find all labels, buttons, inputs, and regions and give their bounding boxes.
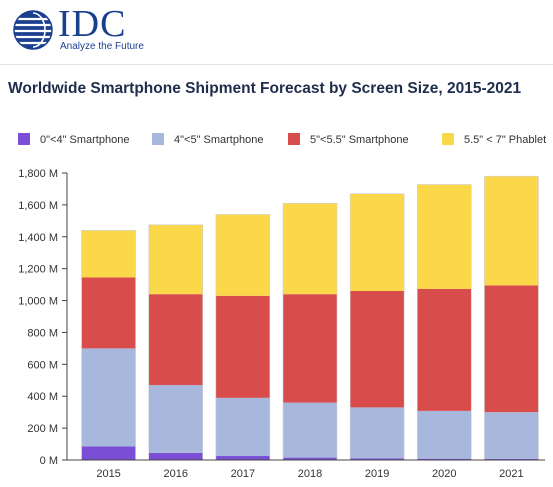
bar-segment [148,224,203,295]
x-tick-label: 2017 [231,468,255,480]
header: IDC Analyze the Future [0,0,553,60]
chart-title: Worldwide Smartphone Shipment Forecast b… [8,80,522,97]
legend-swatch [288,133,300,145]
x-tick-label: 2016 [163,468,187,480]
bar-segment [283,402,337,458]
bar-segment [215,397,270,457]
bar-segment [215,456,270,460]
bar-segment [81,446,136,460]
bar-segment [81,277,136,349]
y-axis: 0 M 200 M 400 M 600 M 800 M 1,000 M 1,200 M 1,4… [18,168,68,467]
bar-segment [283,203,337,295]
x-axis: 2015 2016 2017 2018 2019 2020 2021 [67,459,545,480]
bar-segment [350,458,405,460]
bar-segment [215,295,270,398]
bar-segment [350,407,405,459]
x-tick-label: 2021 [499,468,523,480]
bar-segment [417,410,472,459]
stacked-bar-chart: 0"<4" Smartphone 4"<5" Smartphone 5"<5.5" … [18,133,546,480]
y-tick-label: 1,800 M [18,168,58,180]
bar-segment [81,348,136,447]
y-tick-label: 1,600 M [18,200,58,212]
legend: 0"<4" Smartphone 4"<5" Smartphone 5"<5.5" … [18,133,546,146]
y-tick-label: 200 M [27,423,58,435]
y-tick-label: 1,200 M [18,264,58,276]
bar-segment [350,290,405,408]
y-tick-label: 800 M [27,327,58,339]
y-tick-label: 0 M [40,455,58,467]
bar-segment [81,230,136,278]
bar-segment [283,294,337,403]
bars [81,175,539,461]
legend-label: 4"<5" Smartphone [174,134,263,146]
bar-segment [484,458,539,460]
legend-label: 5.5" < 7" Phablet [464,134,546,146]
globe-logo-icon [13,10,53,50]
y-tick-label: 600 M [27,359,58,371]
legend-swatch [18,133,30,145]
y-tick-label: 400 M [27,391,58,403]
legend-swatch [152,133,164,145]
brand-tagline: Analyze the Future [60,41,144,52]
bar-segment [148,385,203,453]
x-tick-label: 2018 [298,468,322,480]
bar-segment [148,294,203,386]
bar-segment [148,452,203,460]
y-tick-label: 1,400 M [18,232,58,244]
brand-name: IDC [58,3,127,45]
bar-segment [283,457,337,460]
bar-segment [417,184,472,289]
legend-label: 0"<4" Smartphone [40,134,129,146]
bar-segment [484,285,539,413]
x-tick-label: 2015 [96,468,120,480]
x-tick-label: 2020 [432,468,456,480]
bar-segment [484,176,539,286]
legend-swatch [442,133,454,145]
bar-segment [417,458,472,460]
x-tick-label: 2019 [365,468,389,480]
bar-segment [484,412,539,459]
bar-segment [350,193,405,291]
bar-segment [215,214,270,296]
legend-label: 5"<5.5" Smartphone [310,134,409,146]
header-divider [0,64,553,65]
bar-segment [417,288,472,411]
y-tick-label: 1,000 M [18,296,58,308]
